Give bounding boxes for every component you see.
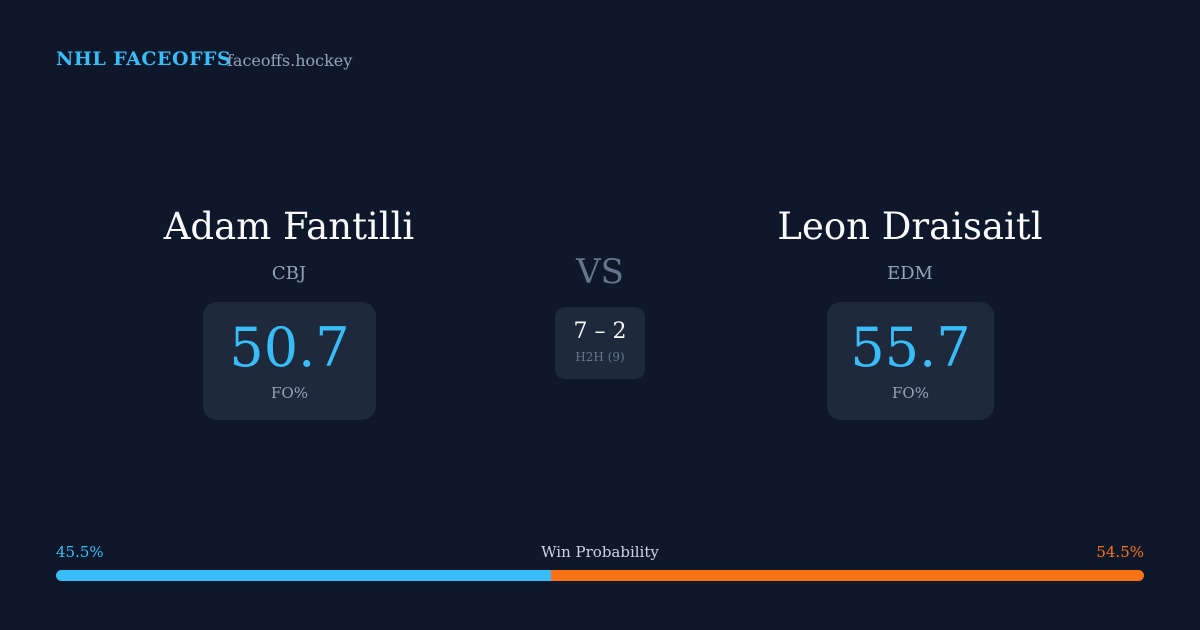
h2h-label: H2H (9) [575,350,625,364]
win-prob-left: 45.5% [56,543,104,561]
fo-label: FO% [271,384,308,402]
win-bar-right [551,570,1144,581]
stat-card: 50.7 FO% [203,302,376,420]
win-prob-title: Win Probability [541,543,659,561]
brand-title: NHL FACEOFFS [56,48,232,70]
player-team: CBJ [271,263,307,284]
fo-pct: 55.7 [850,316,971,379]
player-name: Leon Draisaitl [777,205,1043,248]
win-bar-left [56,570,552,581]
fo-label: FO% [892,384,929,402]
player-name: Adam Fantilli [163,205,415,248]
win-prob-right: 54.5% [1096,543,1144,561]
site-name: faceoffs.hockey [227,51,353,70]
h2h-card: 7 – 2 H2H (9) [555,307,645,379]
fo-pct: 50.7 [229,316,350,379]
stat-card: 55.7 FO% [827,302,994,420]
player-team: EDM [886,263,933,284]
h2h-score: 7 – 2 [573,319,627,344]
versus: VS [576,252,624,292]
